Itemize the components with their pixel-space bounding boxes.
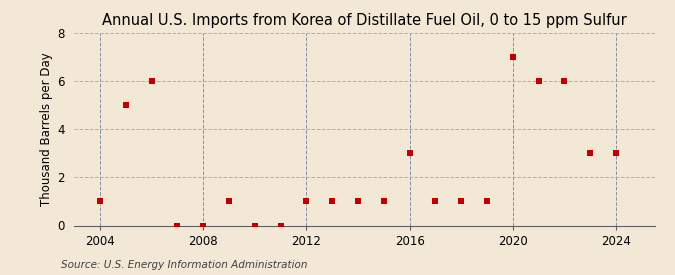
Title: Annual U.S. Imports from Korea of Distillate Fuel Oil, 0 to 15 ppm Sulfur: Annual U.S. Imports from Korea of Distil…	[102, 13, 627, 28]
Point	[352, 199, 363, 204]
Point	[482, 199, 493, 204]
Point	[327, 199, 338, 204]
Point	[172, 223, 183, 228]
Point	[95, 199, 105, 204]
Point	[404, 151, 415, 155]
Text: Source: U.S. Energy Information Administration: Source: U.S. Energy Information Administ…	[61, 260, 307, 270]
Point	[611, 151, 622, 155]
Point	[533, 79, 544, 83]
Point	[120, 103, 131, 107]
Point	[559, 79, 570, 83]
Point	[301, 199, 312, 204]
Point	[379, 199, 389, 204]
Point	[508, 55, 518, 59]
Point	[146, 79, 157, 83]
Point	[223, 199, 234, 204]
Point	[198, 223, 209, 228]
Point	[585, 151, 595, 155]
Y-axis label: Thousand Barrels per Day: Thousand Barrels per Day	[40, 52, 53, 206]
Point	[275, 223, 286, 228]
Point	[430, 199, 441, 204]
Point	[456, 199, 466, 204]
Point	[250, 223, 261, 228]
